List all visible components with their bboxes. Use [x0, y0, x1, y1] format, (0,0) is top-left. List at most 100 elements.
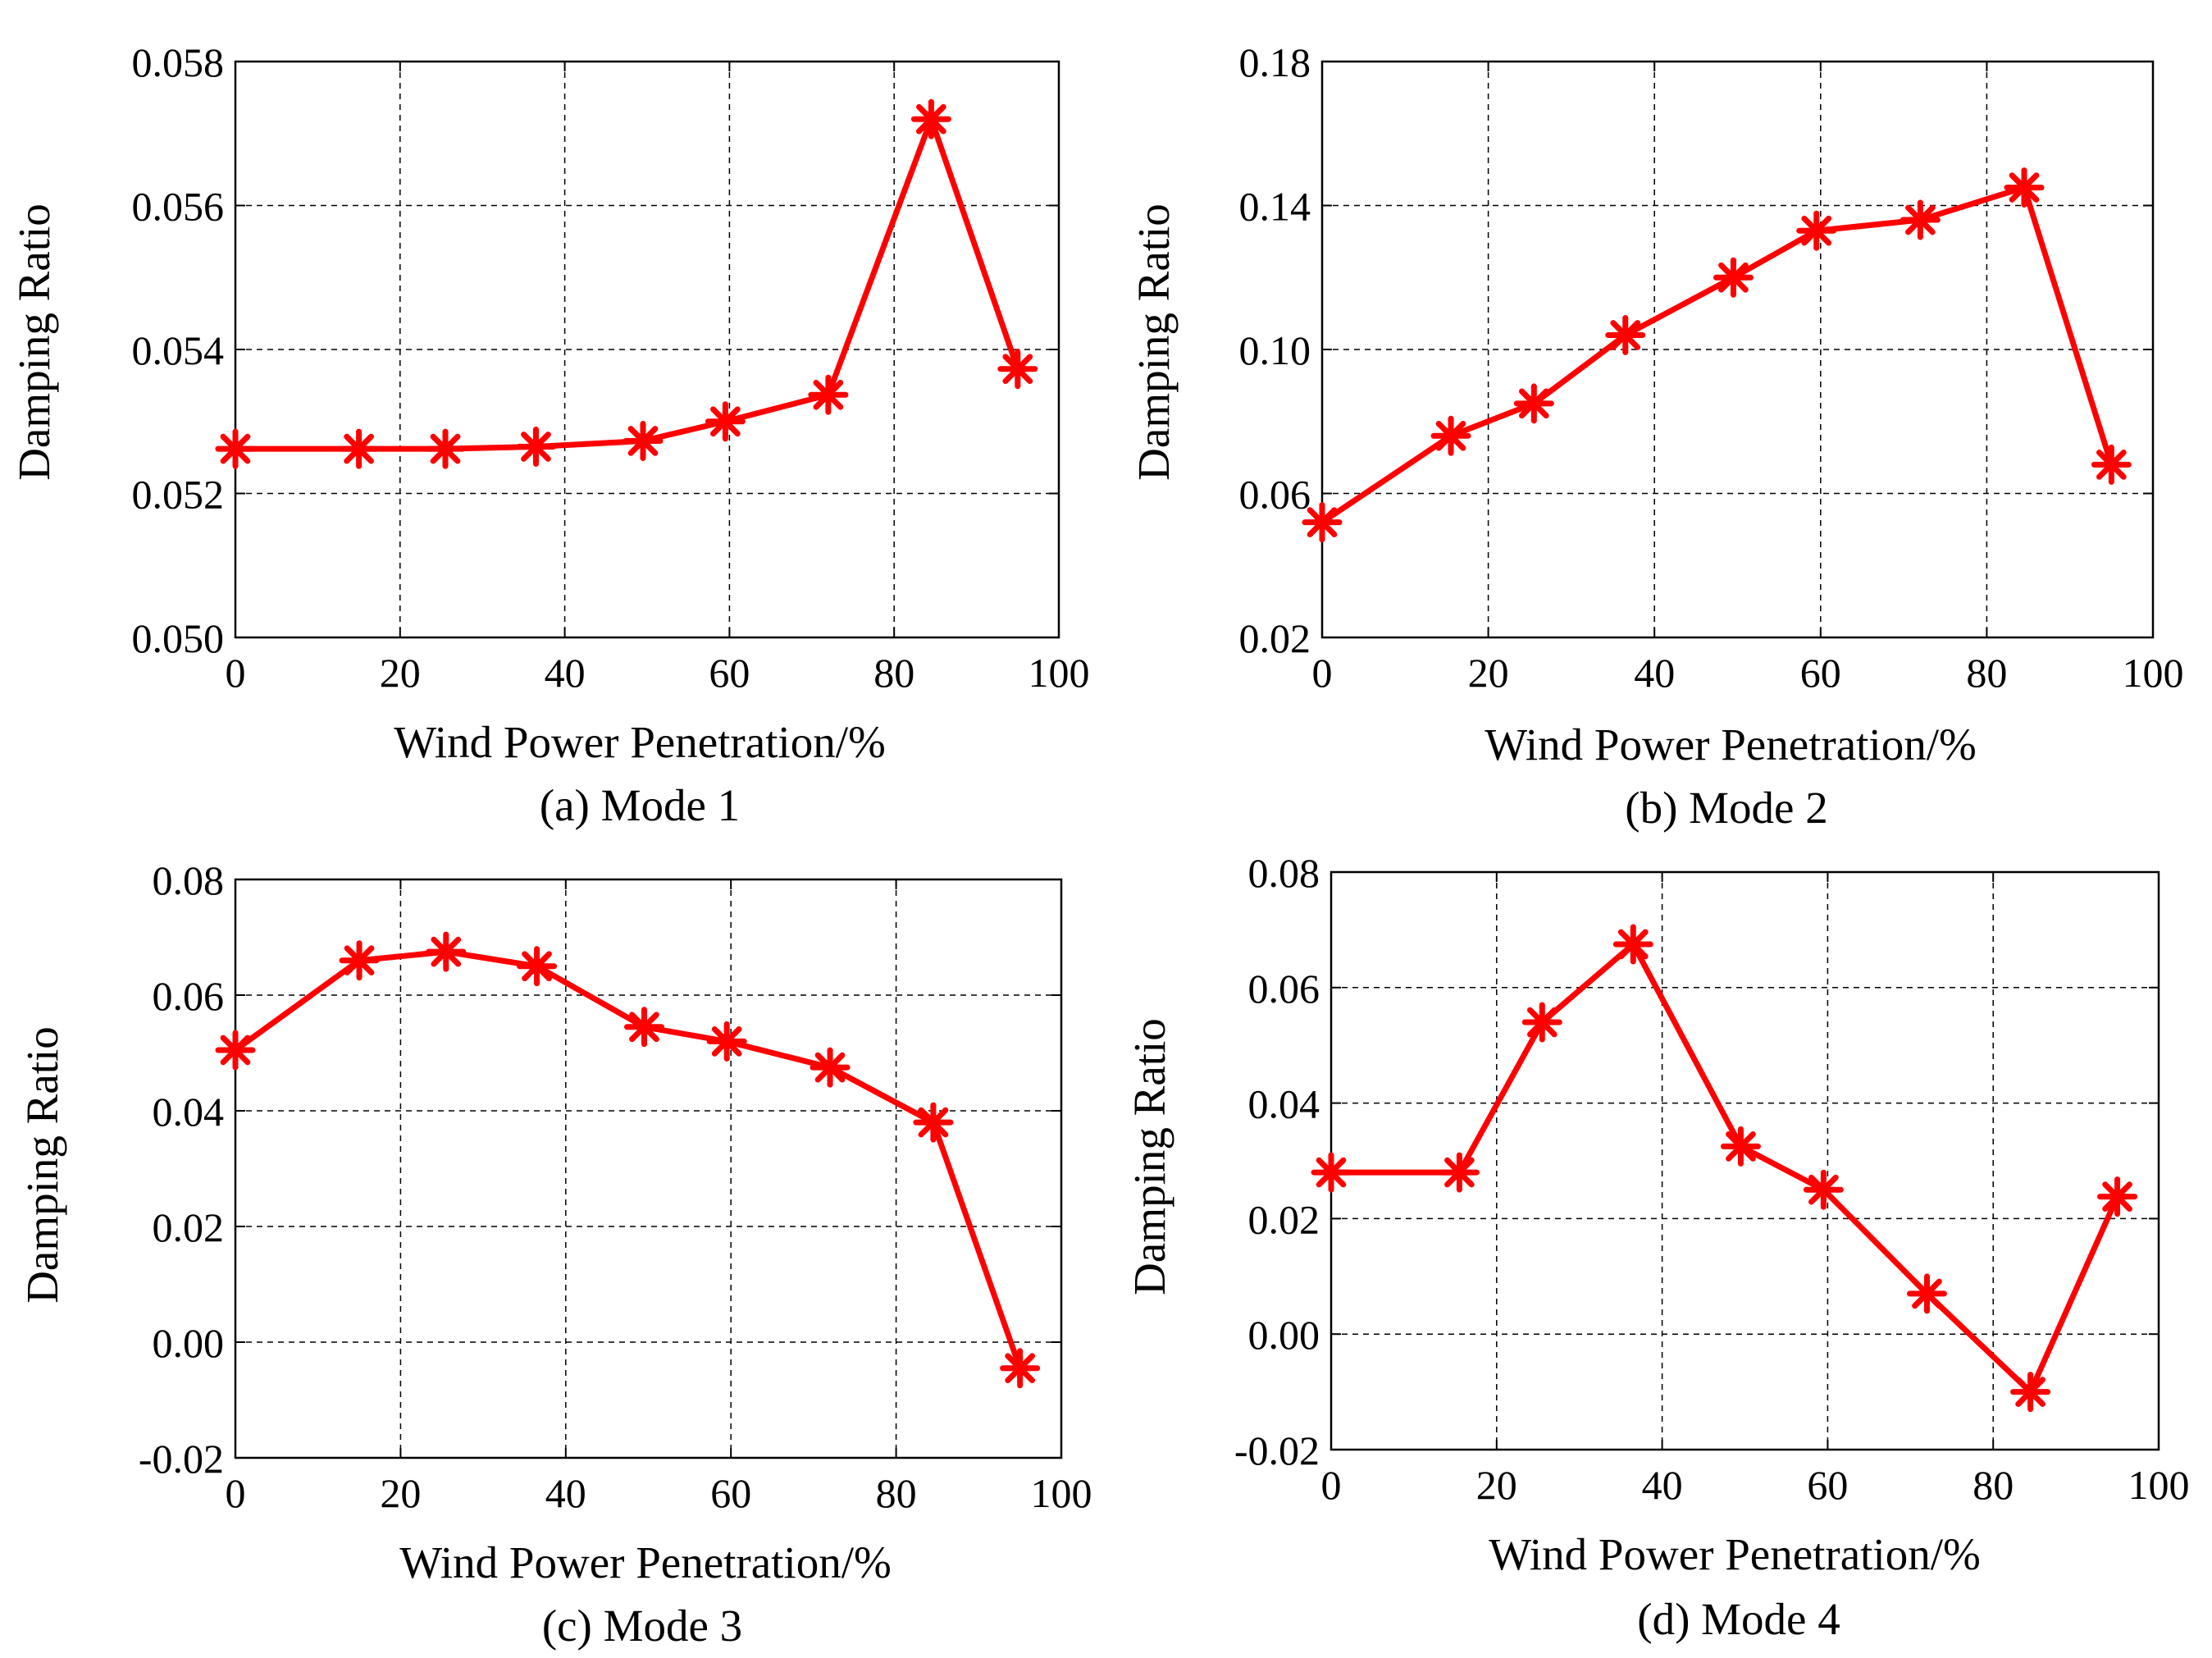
- x-tick-label: 20: [1476, 1462, 1517, 1508]
- x-tick-label: 100: [2128, 1462, 2190, 1508]
- data-point: [808, 374, 849, 415]
- chart-mode-4: (d) Mode 4 Wind Power Penetration/% Damp…: [1124, 850, 2190, 1644]
- series-line: [1331, 941, 2120, 1395]
- data-point: [339, 940, 380, 981]
- y-tick-label: 0.050: [132, 615, 225, 661]
- data-point: [517, 946, 558, 987]
- y-tick-label: -0.02: [139, 1436, 224, 1482]
- data-point: [1439, 1152, 1480, 1193]
- y-axis-label: Damping Ratio: [1129, 203, 1179, 481]
- x-tick-label: 0: [226, 650, 246, 696]
- data-point: [706, 1021, 747, 1062]
- data-point: [1713, 257, 1754, 298]
- x-tick-label: 40: [1634, 650, 1675, 696]
- plot-frame: [234, 60, 1060, 639]
- x-tick-label: 0: [226, 1470, 246, 1516]
- data-point: [705, 401, 746, 442]
- x-tick-label: 100: [2123, 650, 2184, 696]
- data-point: [1311, 1152, 1352, 1193]
- chart-mode-3: (c) Mode 3 Wind Power Penetration/% Damp…: [17, 857, 1092, 1651]
- chart-title: (a) Mode 1: [540, 780, 740, 830]
- x-tick-label: 60: [1800, 650, 1841, 696]
- data-point: [1521, 1002, 1562, 1043]
- y-tick-label: 0.04: [1248, 1081, 1320, 1127]
- x-tick-label: 20: [380, 650, 421, 696]
- y-tick-label: -0.02: [1234, 1427, 1320, 1473]
- x-tick-label: 80: [876, 1470, 917, 1516]
- data-point: [2097, 1176, 2138, 1217]
- data-point: [1720, 1126, 1761, 1167]
- chart-title: (d) Mode 4: [1637, 1594, 1840, 1644]
- data-point: [910, 98, 951, 139]
- x-tick-label: 40: [545, 650, 586, 696]
- x-tick-label: 80: [1973, 1462, 2014, 1508]
- x-tick-label: 60: [710, 1470, 751, 1516]
- y-tick-label: 0.18: [1239, 39, 1311, 85]
- y-tick-label: 0.056: [132, 184, 225, 230]
- data-point: [623, 1007, 664, 1048]
- data-point: [339, 428, 380, 469]
- data-point: [1900, 199, 1941, 240]
- data-point: [2010, 1372, 2051, 1413]
- y-axis-label: Damping Ratio: [9, 203, 59, 481]
- x-tick-label: 20: [380, 1470, 421, 1516]
- data-point: [623, 420, 664, 461]
- y-tick-label: 0.06: [1239, 472, 1311, 518]
- data-point: [515, 426, 556, 467]
- data-point: [1302, 502, 1343, 543]
- x-axis-label: Wind Power Penetration/%: [1489, 1529, 1981, 1579]
- data-point: [1906, 1273, 1947, 1314]
- y-tick-label: 0.02: [1248, 1196, 1320, 1242]
- x-axis-label: Wind Power Penetration/%: [394, 717, 886, 767]
- y-tick-label: 0.10: [1239, 327, 1311, 373]
- x-tick-label: 60: [709, 650, 750, 696]
- y-tick-label: 0.08: [153, 857, 225, 903]
- data-point: [1605, 314, 1646, 355]
- series-line: [235, 116, 1021, 452]
- data-point: [2091, 444, 2132, 485]
- y-tick-label: 0.02: [153, 1204, 225, 1250]
- y-tick-label: 0.06: [153, 973, 225, 1019]
- y-tick-label: 0.00: [1248, 1312, 1320, 1358]
- y-axis-label: Damping Ratio: [17, 1026, 67, 1304]
- data-point: [215, 1030, 256, 1071]
- y-tick-label: 0.058: [132, 39, 225, 85]
- y-tick-label: 0.054: [132, 327, 225, 373]
- y-axis-label: Damping Ratio: [1124, 1018, 1174, 1295]
- data-point: [1803, 1169, 1844, 1210]
- y-tick-label: 0.14: [1239, 184, 1311, 230]
- data-point: [1513, 383, 1554, 424]
- data-point: [1000, 1348, 1041, 1389]
- plot-frame: [1329, 870, 2160, 1451]
- x-tick-label: 40: [545, 1470, 586, 1516]
- series-line: [1320, 185, 2114, 525]
- y-tick-label: 0.04: [153, 1089, 225, 1135]
- x-tick-label: 100: [1028, 650, 1090, 696]
- x-tick-label: 0: [1312, 650, 1333, 696]
- data-point: [810, 1047, 851, 1088]
- data-point: [1430, 415, 1471, 456]
- y-tick-label: 0.00: [153, 1320, 225, 1366]
- data-point: [1612, 924, 1653, 965]
- chart-title: (c) Mode 3: [542, 1601, 742, 1651]
- data-point: [426, 931, 467, 972]
- x-tick-label: 80: [1966, 650, 2007, 696]
- y-tick-label: 0.08: [1248, 850, 1320, 896]
- data-point: [913, 1102, 954, 1143]
- data-point: [1796, 210, 1837, 251]
- chart-mode-1: (a) Mode 1 Wind Power Penetration/% Damp…: [9, 39, 1090, 830]
- x-tick-label: 20: [1468, 650, 1509, 696]
- x-axis-label: Wind Power Penetration/%: [1485, 719, 1977, 770]
- data-point: [997, 349, 1038, 390]
- series-line: [233, 948, 1023, 1369]
- x-tick-label: 0: [1321, 1462, 1342, 1508]
- plot-frame: [234, 878, 1063, 1459]
- x-axis-label: Wind Power Penetration/%: [399, 1537, 892, 1587]
- x-tick-label: 60: [1807, 1462, 1848, 1508]
- data-point: [425, 428, 466, 469]
- data-point: [2004, 167, 2045, 208]
- chart-title: (b) Mode 2: [1625, 783, 1827, 833]
- y-tick-label: 0.06: [1248, 966, 1320, 1012]
- y-tick-label: 0.052: [132, 472, 225, 518]
